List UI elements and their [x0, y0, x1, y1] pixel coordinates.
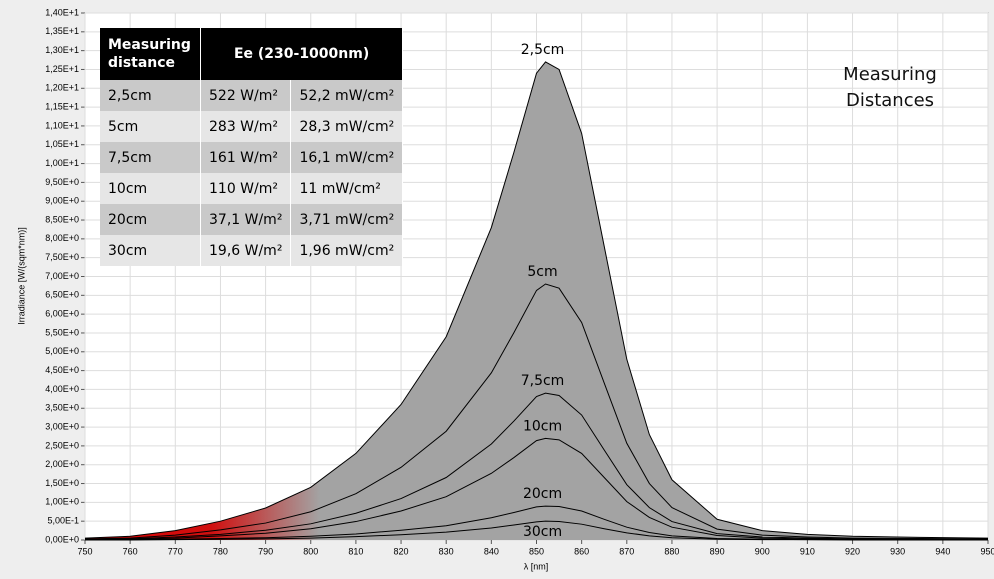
table-cell: 30cm [100, 235, 201, 266]
x-tick-label: 820 [394, 546, 409, 556]
y-tick-label: 7,50E+0 [45, 252, 79, 262]
table-header: Ee (230-1000nm) [200, 28, 404, 80]
series-label: 7,5cm [521, 373, 565, 389]
y-tick-label: 9,50E+0 [45, 177, 79, 187]
table-cell: 20cm [100, 204, 201, 235]
table-row: 2,5cm 522 W/m² 52,2 mW/cm² [100, 80, 404, 111]
table-cell: 28,3 mW/cm² [290, 111, 404, 142]
y-tick-label: 1,25E+1 [45, 64, 79, 74]
x-tick-label: 850 [529, 546, 544, 556]
y-tick-label: 5,00E-1 [47, 516, 79, 526]
y-tick-label: 2,50E+0 [45, 440, 79, 450]
x-tick-label: 790 [258, 546, 273, 556]
y-tick-label: 1,35E+1 [45, 26, 79, 36]
y-tick-label: 1,40E+1 [45, 7, 79, 17]
line [85, 520, 988, 541]
data-table: Measuring distance Ee (230-1000nm) 2,5cm 52… [100, 28, 404, 266]
y-tick-label: 3,50E+0 [45, 403, 79, 413]
table-cell: 52,2 mW/cm² [290, 80, 404, 111]
x-tick-label: 900 [755, 546, 770, 556]
line [84, 61, 989, 539]
table-row: 20cm 37,1 W/m² 3,71 mW/cm² [100, 204, 404, 235]
table-cell: 3,71 mW/cm² [290, 204, 404, 235]
x-tick-label: 880 [664, 546, 679, 556]
y-tick-label: 5,50E+0 [45, 327, 79, 337]
y-tick-label: 2,00E+0 [45, 459, 79, 469]
series-label: 2,5cm [521, 42, 565, 58]
y-tick-label: 8,50E+0 [45, 214, 79, 224]
table-cell: 16,1 mW/cm² [290, 142, 404, 173]
x-tick-label: 870 [619, 546, 634, 556]
table-cell: 37,1 W/m² [200, 204, 292, 235]
x-tick-label: 750 [77, 546, 92, 556]
table-header: Measuring distance [100, 28, 201, 80]
y-tick-label: 1,20E+1 [45, 83, 79, 93]
line [84, 283, 989, 540]
y-tick-label: 4,00E+0 [45, 384, 79, 394]
y-tick-label: 1,00E+0 [45, 497, 79, 507]
table-cell: 161 W/m² [200, 142, 292, 173]
table-row: 30cm 19,6 W/m² 1,96 mW/cm² [100, 235, 404, 266]
table-cell: 11 mW/cm² [290, 173, 404, 204]
x-tick-label: 940 [935, 546, 950, 556]
table-cell: 7,5cm [100, 142, 201, 173]
x-tick-label: 930 [890, 546, 905, 556]
table-cell: 2,5cm [100, 80, 201, 111]
y-tick-label: 1,05E+1 [45, 139, 79, 149]
table-header-row: Measuring distance Ee (230-1000nm) [100, 28, 404, 80]
y-tick-label: 3,00E+0 [45, 421, 79, 431]
y-tick-label: 1,50E+0 [45, 478, 79, 488]
y-tick-label: 7,00E+0 [45, 271, 79, 281]
y-tick-label: 6,50E+0 [45, 290, 79, 300]
x-tick-label: 860 [574, 546, 589, 556]
y-tick-label: 9,00E+0 [45, 196, 79, 206]
series-label: 5cm [527, 264, 557, 280]
line [84, 437, 988, 541]
table-cell: 110 W/m² [200, 173, 292, 204]
y-axis-label: Irradiance [W/(sqm*nm)] [16, 227, 26, 325]
x-tick-label: 810 [348, 546, 363, 556]
x-axis-label: λ [nm] [524, 561, 549, 571]
annotation: Measuring Distances [843, 64, 937, 111]
x-tick-label: 890 [710, 546, 725, 556]
y-tick-label: 1,15E+1 [45, 101, 79, 111]
x-tick-label: 920 [845, 546, 860, 556]
area [85, 61, 988, 540]
table-cell: 5cm [100, 111, 201, 142]
table-cell: 19,6 W/m² [200, 235, 292, 266]
line [84, 392, 988, 540]
series-label: 20cm [523, 486, 562, 502]
table-row: 7,5cm 161 W/m² 16,1 mW/cm² [100, 142, 404, 173]
series-label: 10cm [523, 418, 562, 434]
x-tick-label: 840 [484, 546, 499, 556]
y-tick-label: 1,10E+1 [45, 120, 79, 130]
y-tick-label: 5,00E+0 [45, 346, 79, 356]
y-tick-label: 6,00E+0 [45, 309, 79, 319]
y-tick-label: 1,30E+1 [45, 45, 79, 55]
x-tick-label: 770 [168, 546, 183, 556]
table-cell: 283 W/m² [200, 111, 292, 142]
y-tick-label: 1,00E+1 [45, 158, 79, 168]
x-tick-label: 800 [303, 546, 318, 556]
x-tick-label: 780 [213, 546, 228, 556]
x-tick-label: 830 [439, 546, 454, 556]
table-row: 10cm 110 W/m² 11 mW/cm² [100, 173, 404, 204]
series-label: 30cm [523, 524, 562, 540]
x-tick-label: 950 [980, 546, 994, 556]
table-row: 5cm 283 W/m² 28,3 mW/cm² [100, 111, 404, 142]
x-tick-label: 910 [800, 546, 815, 556]
table-cell: 10cm [100, 173, 201, 204]
x-tick-label: 760 [123, 546, 138, 556]
table-cell: 1,96 mW/cm² [290, 235, 404, 266]
y-tick-label: 0,00E+0 [45, 534, 79, 544]
y-tick-label: 4,50E+0 [45, 365, 79, 375]
table-cell: 522 W/m² [200, 80, 292, 111]
y-tick-label: 8,00E+0 [45, 233, 79, 243]
